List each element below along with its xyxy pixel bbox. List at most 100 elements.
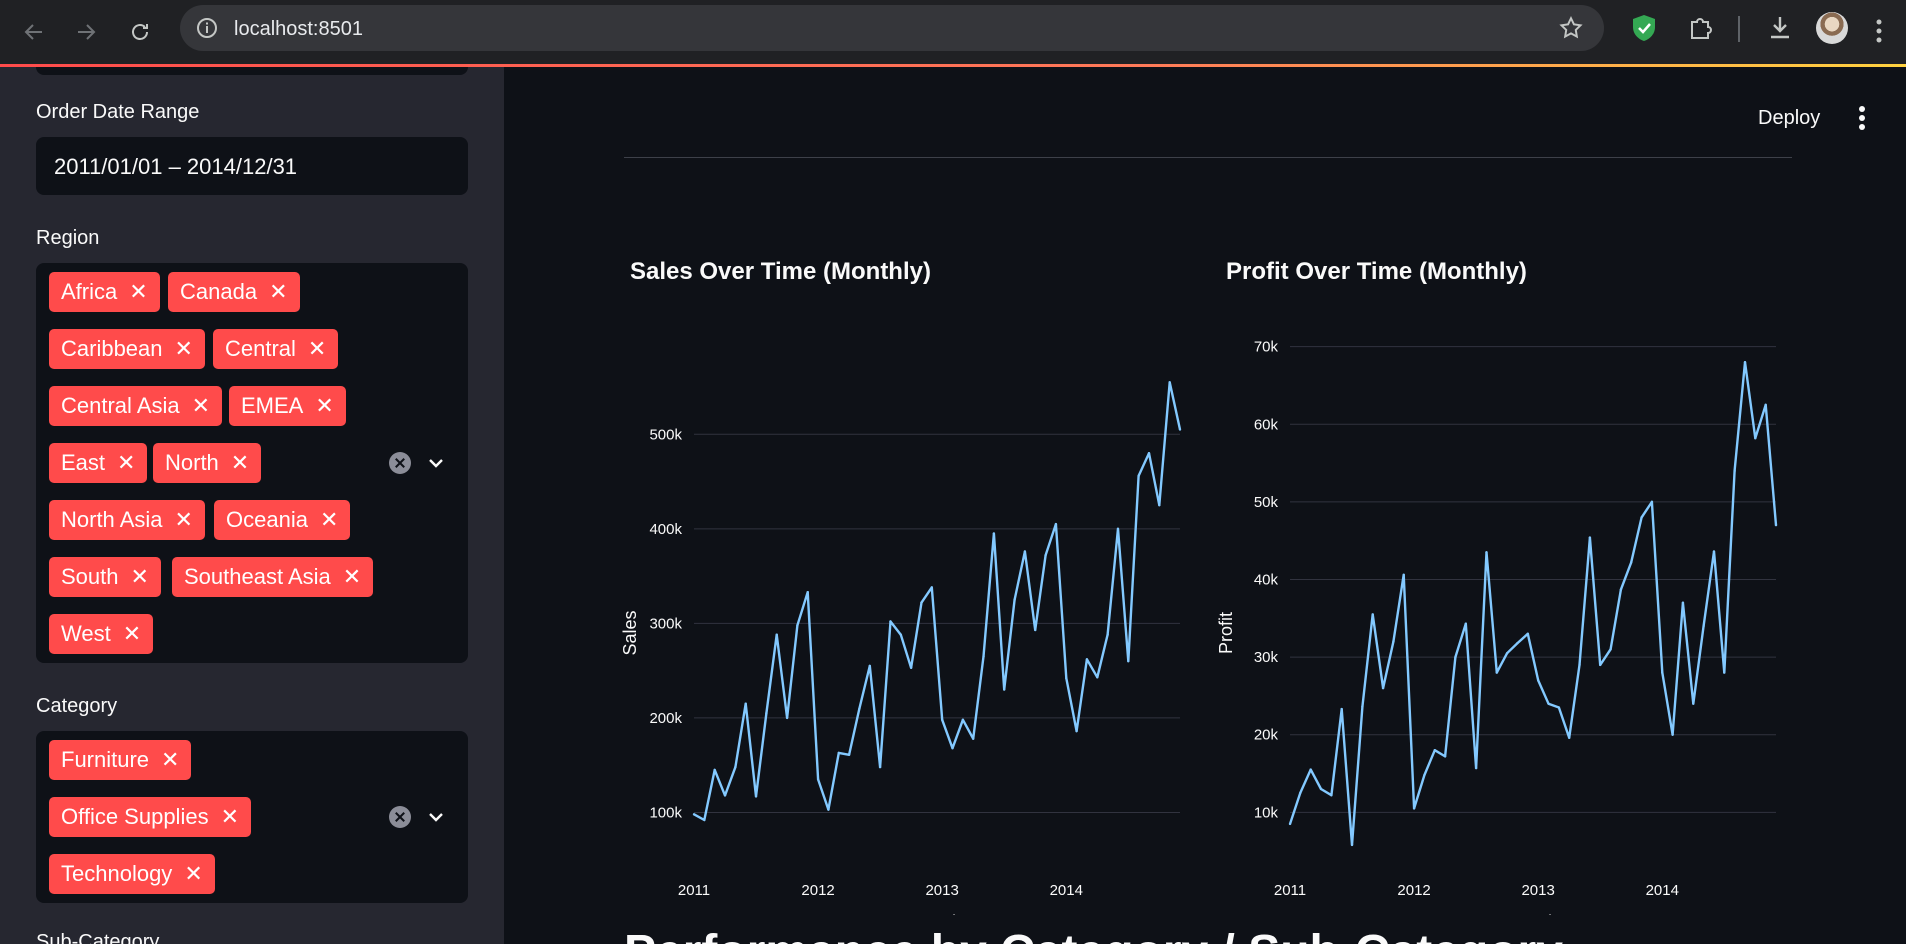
data-point <box>692 813 696 816</box>
download-icon[interactable] <box>1764 12 1796 44</box>
divider <box>624 157 1792 158</box>
remove-chip-icon[interactable]: ✕ <box>174 336 193 361</box>
site-info-icon[interactable] <box>196 17 218 39</box>
data-point <box>1454 655 1457 659</box>
data-point <box>703 818 706 822</box>
data-point <box>1340 707 1343 711</box>
data-point <box>1127 659 1130 663</box>
data-point <box>1116 527 1120 531</box>
data-point <box>1754 437 1757 440</box>
remove-chip-icon[interactable]: ✕ <box>184 861 203 886</box>
main-menu-icon[interactable] <box>1858 105 1866 131</box>
remove-chip-icon[interactable]: ✕ <box>315 393 334 418</box>
main-content: Deploy Sales Over Time (Monthly) 100k 200… <box>504 67 1906 944</box>
data-point <box>992 532 996 535</box>
shield-extension-icon[interactable] <box>1628 12 1660 44</box>
x-axis-label: Month <box>912 912 962 915</box>
chip-west: West ✕ <box>49 614 154 654</box>
data-point <box>806 590 809 594</box>
data-point <box>1044 554 1047 557</box>
data-point <box>816 778 820 781</box>
remove-chip-icon[interactable]: ✕ <box>319 507 339 532</box>
data-point <box>1023 550 1027 553</box>
remove-chip-icon[interactable]: ✕ <box>130 564 149 589</box>
clear-all-icon[interactable] <box>389 452 411 474</box>
remove-chip-icon[interactable]: ✕ <box>117 450 136 475</box>
x-tick-label: 2014 <box>1646 882 1679 899</box>
remove-chip-icon[interactable]: ✕ <box>220 804 240 829</box>
data-point <box>1712 550 1716 553</box>
clear-all-icon[interactable] <box>389 806 411 828</box>
data-point <box>1034 628 1037 632</box>
y-axis-label: Sales <box>620 610 640 655</box>
data-point <box>930 586 934 589</box>
y-tick-label: 300k <box>649 615 682 632</box>
forward-button[interactable] <box>68 14 104 50</box>
y-axis-label: Profit <box>1216 612 1236 654</box>
remove-chip-icon[interactable]: ✕ <box>269 279 288 304</box>
chip-caribbean: Caribbean ✕ <box>49 329 205 369</box>
data-point <box>1330 794 1333 797</box>
data-point <box>723 794 727 797</box>
address-bar[interactable]: localhost:8501 <box>180 5 1604 51</box>
data-point <box>1381 686 1385 690</box>
data-point <box>1650 500 1654 504</box>
data-point <box>982 655 985 658</box>
chevron-down-icon[interactable] <box>425 452 447 474</box>
remove-chip-icon[interactable]: ✕ <box>129 279 148 304</box>
remove-chip-icon[interactable]: ✕ <box>342 564 362 589</box>
y-tick-label: 10k <box>1254 804 1279 821</box>
sub-category-label: Sub-Category <box>36 931 160 944</box>
back-button[interactable] <box>16 14 52 50</box>
chip-east: East ✕ <box>49 443 148 483</box>
data-point <box>1309 768 1312 771</box>
x-tick-label: 2014 <box>1050 882 1083 899</box>
chip-technology: Technology ✕ <box>49 854 215 894</box>
sales-chart: 100k 200k 300k 400k 500k 2011 2012 2013 2014 Mont… <box>620 381 1182 915</box>
remove-chip-icon[interactable]: ✕ <box>122 621 142 646</box>
remove-chip-icon[interactable]: ✕ <box>174 507 193 532</box>
data-point <box>744 702 747 705</box>
sidebar: Order Date Range 2011/01/01 – 2014/12/31… <box>0 67 504 944</box>
remove-chip-icon[interactable]: ✕ <box>230 450 250 475</box>
remove-chip-icon[interactable]: ✕ <box>191 393 211 418</box>
data-point <box>1536 679 1540 682</box>
category-multiselect[interactable]: Furniture ✕ Office Supplies ✕ Technology ✕ <box>36 731 468 903</box>
data-point <box>1178 428 1182 431</box>
extensions-puzzle-icon[interactable] <box>1684 12 1716 44</box>
deploy-button[interactable]: Deploy <box>1758 107 1821 129</box>
data-point <box>785 716 789 720</box>
browser-toolbar: localhost:8501 <box>0 0 1906 67</box>
x-tick-label: 2012 <box>801 882 834 899</box>
arrow-left-icon <box>24 24 42 40</box>
browser-menu-icon[interactable] <box>1876 18 1882 44</box>
bookmark-star-icon[interactable] <box>1558 15 1584 41</box>
data-point <box>1567 736 1571 740</box>
profile-avatar[interactable] <box>1816 12 1848 44</box>
data-point <box>889 620 892 623</box>
data-point <box>1350 843 1354 847</box>
data-point <box>1516 641 1519 645</box>
data-point <box>1578 663 1581 667</box>
chip-oceania: Oceania ✕ <box>214 500 351 540</box>
y-tick-label: 50k <box>1254 494 1279 511</box>
remove-chip-icon[interactable]: ✕ <box>307 336 327 361</box>
data-point <box>1588 536 1592 539</box>
remove-chip-icon[interactable]: ✕ <box>161 747 180 772</box>
x-axis-label: Month <box>1508 912 1558 915</box>
data-point <box>1402 573 1405 577</box>
reload-button[interactable] <box>122 14 158 50</box>
chip-southeast-asia: Southeast Asia ✕ <box>172 557 374 597</box>
data-point <box>1013 598 1016 601</box>
data-point <box>1743 360 1747 364</box>
data-point <box>1106 633 1109 636</box>
region-multiselect[interactable]: Africa ✕ Canada ✕ Caribbean ✕ Central ✕ Cent… <box>36 263 468 663</box>
data-point <box>827 808 830 811</box>
date-range-input[interactable]: 2011/01/01 – 2014/12/31 <box>36 137 468 195</box>
data-point <box>1003 688 1006 691</box>
chip-canada: Canada ✕ <box>168 272 300 312</box>
arrow-right-icon <box>78 24 96 40</box>
region-label: Region <box>36 227 100 249</box>
data-point <box>1443 755 1447 758</box>
chevron-down-icon[interactable] <box>425 806 447 828</box>
